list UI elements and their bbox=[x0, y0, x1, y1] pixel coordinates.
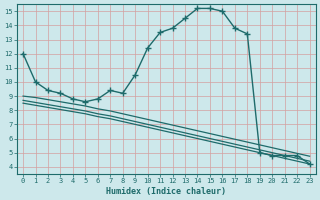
X-axis label: Humidex (Indice chaleur): Humidex (Indice chaleur) bbox=[106, 187, 226, 196]
